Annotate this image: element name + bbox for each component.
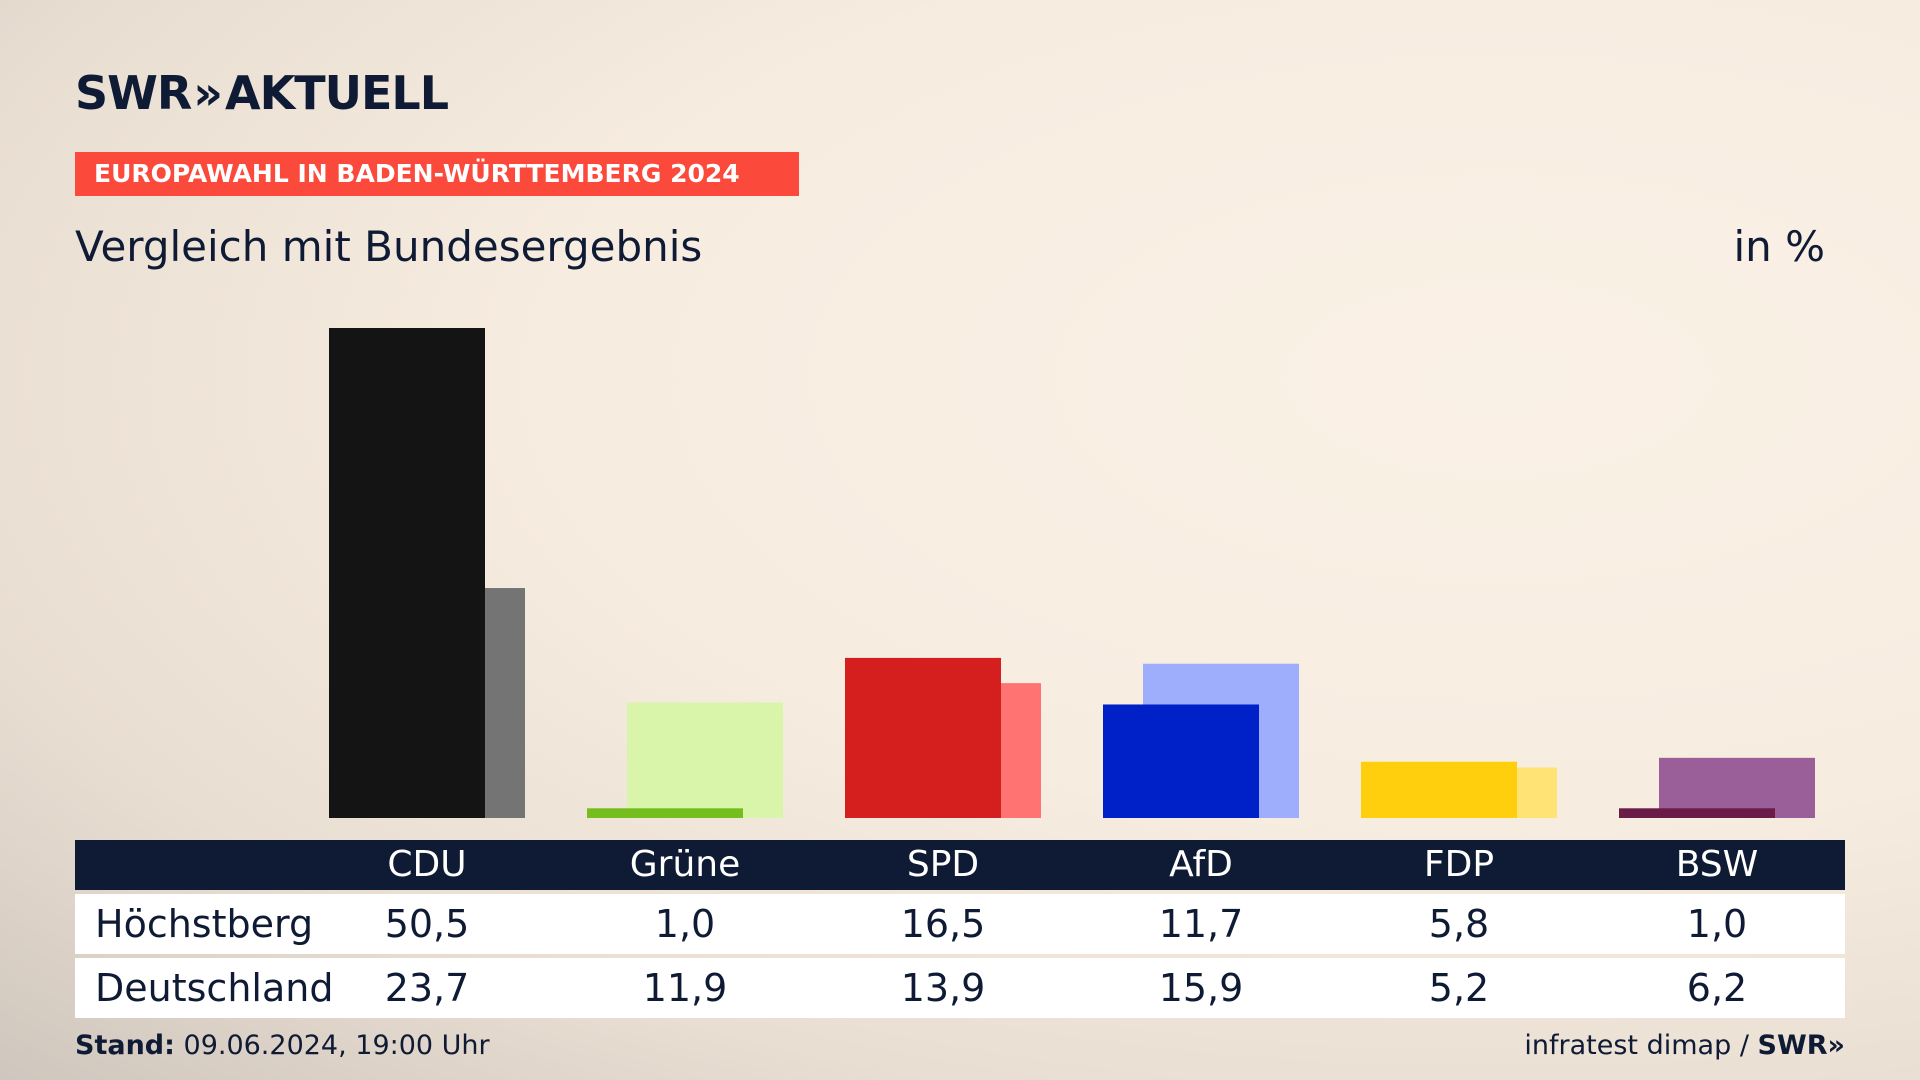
table-cell: 23,7	[384, 966, 470, 1010]
source-separator: /	[1739, 1030, 1749, 1061]
table-row: Deutschland 23,7 11,9 13,9 15,9 5,2 6,2	[75, 958, 1845, 1018]
table-cell: 6,2	[1686, 966, 1748, 1010]
source-credit: infratest dimap / SWR»	[1524, 1030, 1845, 1061]
column-header: CDU	[387, 844, 467, 885]
bar-spd-hoechstberg	[845, 657, 1001, 818]
table-cell: 1,0	[1686, 902, 1748, 946]
table-cell: 16,5	[900, 902, 986, 946]
column-header: Grüne	[629, 844, 741, 885]
table-cell: 1,0	[654, 902, 716, 946]
logo-aktuell: AKTUELL	[225, 66, 449, 120]
stand-value: 09.06.2024, 19:00 Uhr	[183, 1030, 490, 1061]
column-header: BSW	[1675, 844, 1759, 885]
bar-bsw-deutschland	[1659, 757, 1815, 818]
bar-fdp-hoechstberg	[1361, 761, 1517, 818]
swr-aktuell-logo: SWR» AKTUELL	[75, 66, 449, 120]
bar-grüne-hoechstberg	[587, 808, 743, 818]
table-header: CDU Grüne SPD AfD FDP BSW	[75, 840, 1845, 890]
chart-subtitle: Vergleich mit Bundesergebnis	[75, 222, 703, 271]
bar-grüne-deutschland	[627, 702, 783, 818]
row-label: Deutschland	[95, 966, 334, 1010]
table-cell: 15,9	[1158, 966, 1244, 1010]
column-header: SPD	[906, 844, 980, 885]
column-header: AfD	[1169, 844, 1233, 885]
bar-bsw-hoechstberg	[1619, 808, 1775, 818]
logo-swr: SWR	[75, 66, 192, 120]
bar-chart	[329, 328, 1815, 818]
table-cell: 5,2	[1428, 966, 1490, 1010]
column-header: FDP	[1423, 844, 1495, 885]
chart-unit: in %	[1733, 222, 1825, 271]
table-cell: 11,7	[1158, 902, 1244, 946]
stand-label: Stand:	[75, 1030, 175, 1061]
table-row: Höchstberg 50,5 1,0 16,5 11,7 5,8 1,0	[75, 894, 1845, 954]
table-cell: 13,9	[900, 966, 986, 1010]
row-label: Höchstberg	[95, 902, 314, 946]
source-name: infratest dimap	[1524, 1030, 1732, 1061]
table-cell: 50,5	[384, 902, 470, 946]
table-cell: 11,9	[642, 966, 728, 1010]
bar-cdu-hoechstberg	[329, 328, 485, 818]
swr-logo-small: SWR»	[1757, 1030, 1845, 1061]
bar-afd-hoechstberg	[1103, 704, 1259, 818]
election-banner: EUROPAWAHL IN BADEN-WÜRTTEMBERG 2024	[75, 152, 799, 196]
table-body: Höchstberg 50,5 1,0 16,5 11,7 5,8 1,0 Deutschla…	[75, 894, 1845, 1018]
table-cell: 5,8	[1428, 902, 1490, 946]
results-table: CDU Grüne SPD AfD FDP BSW Höchstberg 50,5 1,0 16…	[75, 840, 1845, 1018]
timestamp: Stand: 09.06.2024, 19:00 Uhr	[75, 1030, 490, 1061]
